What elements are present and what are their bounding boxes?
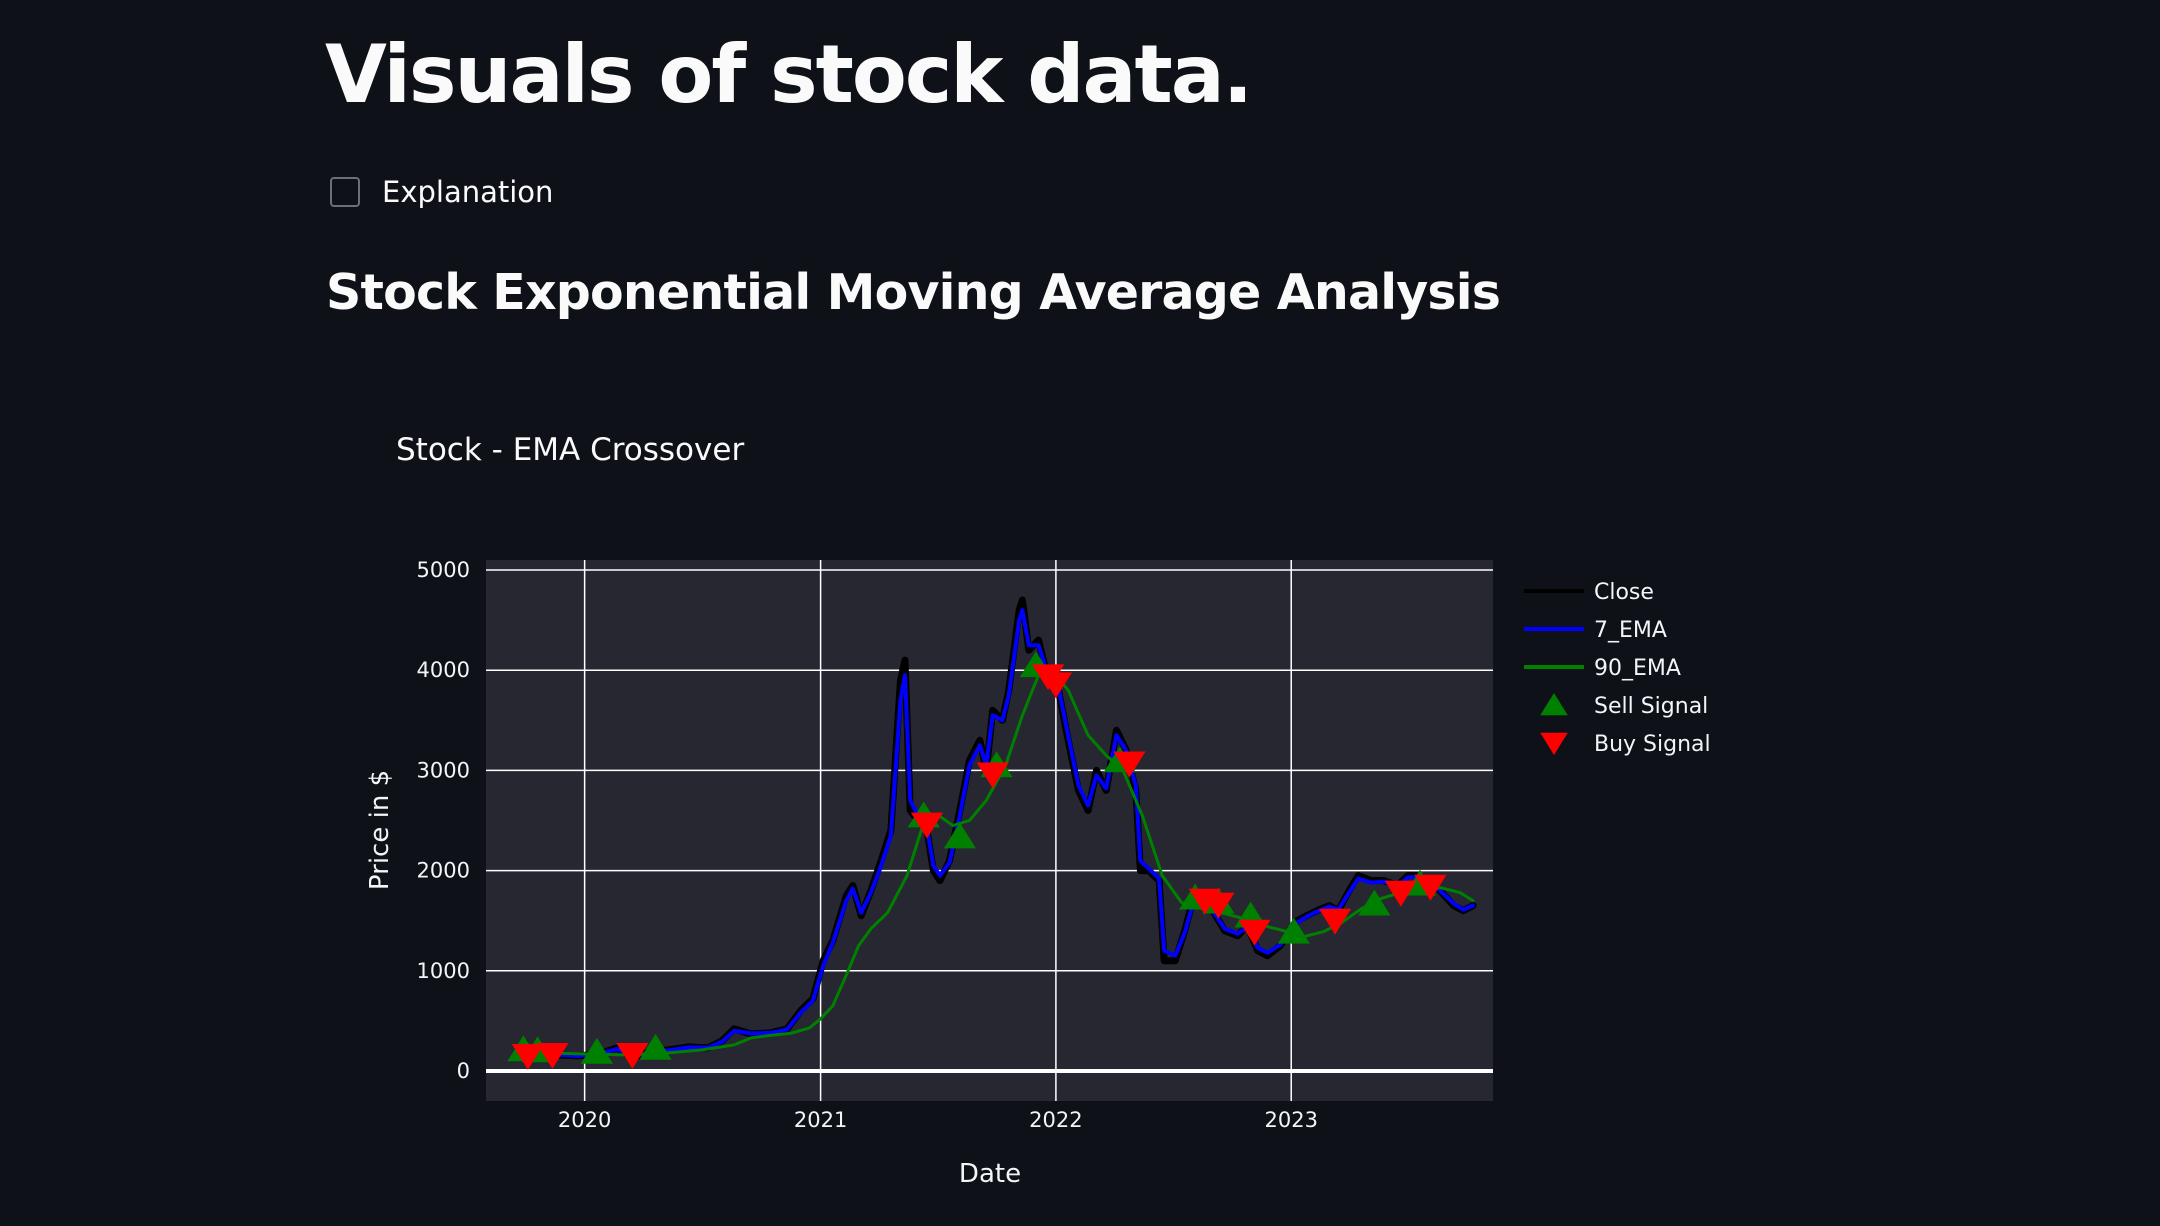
legend-item-7-ema[interactable]: 7_EMA — [1524, 618, 1667, 643]
explanation-checkbox[interactable]: Explanation — [330, 172, 553, 212]
y-axis-title: Price in $ — [365, 770, 395, 890]
x-tick-label: 2021 — [794, 1108, 847, 1132]
buy-signal-marker[interactable] — [1384, 880, 1417, 907]
signal-markers — [507, 651, 1447, 1070]
y-tick-label: 3000 — [417, 758, 470, 782]
legend-item-close[interactable]: Close — [1524, 580, 1654, 605]
buy-signal-marker[interactable] — [910, 812, 944, 839]
legend-label: Sell Signal — [1594, 694, 1708, 719]
y-tick-label: 4000 — [417, 658, 470, 682]
legend-label: 7_EMA — [1594, 618, 1667, 643]
sell-signal-marker[interactable] — [943, 822, 976, 849]
90-ema-line[interactable] — [520, 668, 1475, 1057]
sell-signal-marker[interactable] — [1277, 917, 1310, 944]
section-title: Stock Exponential Moving Average Analysi… — [326, 264, 1501, 321]
y-tick-label: 0 — [457, 1059, 470, 1083]
checkbox-box[interactable] — [330, 177, 360, 207]
y-tick-labels: 0 1000 2000 3000 4000 5000 — [417, 558, 470, 1083]
buy-signal-marker[interactable] — [536, 1043, 569, 1069]
legend-item-sell-signal[interactable]: Sell Signal — [1540, 693, 1708, 719]
x-tick-labels: 2020 2021 2022 2023 — [558, 1108, 1318, 1132]
7-ema-line[interactable] — [519, 608, 1475, 1059]
y-tick-label: 5000 — [417, 558, 470, 582]
legend[interactable]: Close 7_EMA 90_EMA Sell Signal Buy Signal — [1524, 580, 1711, 757]
page-title: Visuals of stock data. — [325, 28, 1253, 121]
x-tick-label: 2020 — [558, 1108, 611, 1132]
x-axis-title: Date — [959, 1159, 1021, 1189]
buy-signal-marker[interactable] — [976, 762, 1009, 789]
x-tick-label: 2022 — [1029, 1108, 1082, 1132]
buy-signal-marker[interactable] — [1414, 874, 1447, 901]
y-tick-label: 2000 — [417, 859, 470, 883]
y-tick-label: 1000 — [417, 959, 470, 983]
buy-signal-marker[interactable] — [1113, 751, 1146, 778]
plot-area — [486, 560, 1493, 1101]
legend-swatch — [1540, 732, 1568, 755]
sell-signal-marker[interactable] — [639, 1033, 672, 1060]
checkbox-label[interactable]: Explanation — [382, 175, 554, 209]
legend-item-buy-signal[interactable]: Buy Signal — [1540, 732, 1711, 757]
buy-signal-marker[interactable] — [1318, 908, 1352, 935]
legend-swatch — [1540, 693, 1568, 716]
legend-label: Buy Signal — [1594, 732, 1711, 757]
buy-signal-marker[interactable] — [511, 1044, 545, 1070]
buy-signal-marker[interactable] — [1202, 892, 1235, 919]
legend-item-90-ema[interactable]: 90_EMA — [1524, 656, 1681, 681]
buy-signal-marker[interactable] — [616, 1043, 649, 1069]
buy-signal-marker[interactable] — [1238, 919, 1271, 946]
x-tick-label: 2023 — [1264, 1108, 1317, 1132]
chart-title: Stock - EMA Crossover — [396, 432, 744, 468]
legend-label: 90_EMA — [1594, 656, 1681, 681]
sell-signal-marker[interactable] — [1358, 889, 1391, 916]
sell-signal-marker[interactable] — [580, 1037, 613, 1064]
series-layer — [518, 596, 1477, 1062]
legend-label: Close — [1594, 580, 1654, 605]
buy-signal-marker[interactable] — [1039, 672, 1073, 699]
